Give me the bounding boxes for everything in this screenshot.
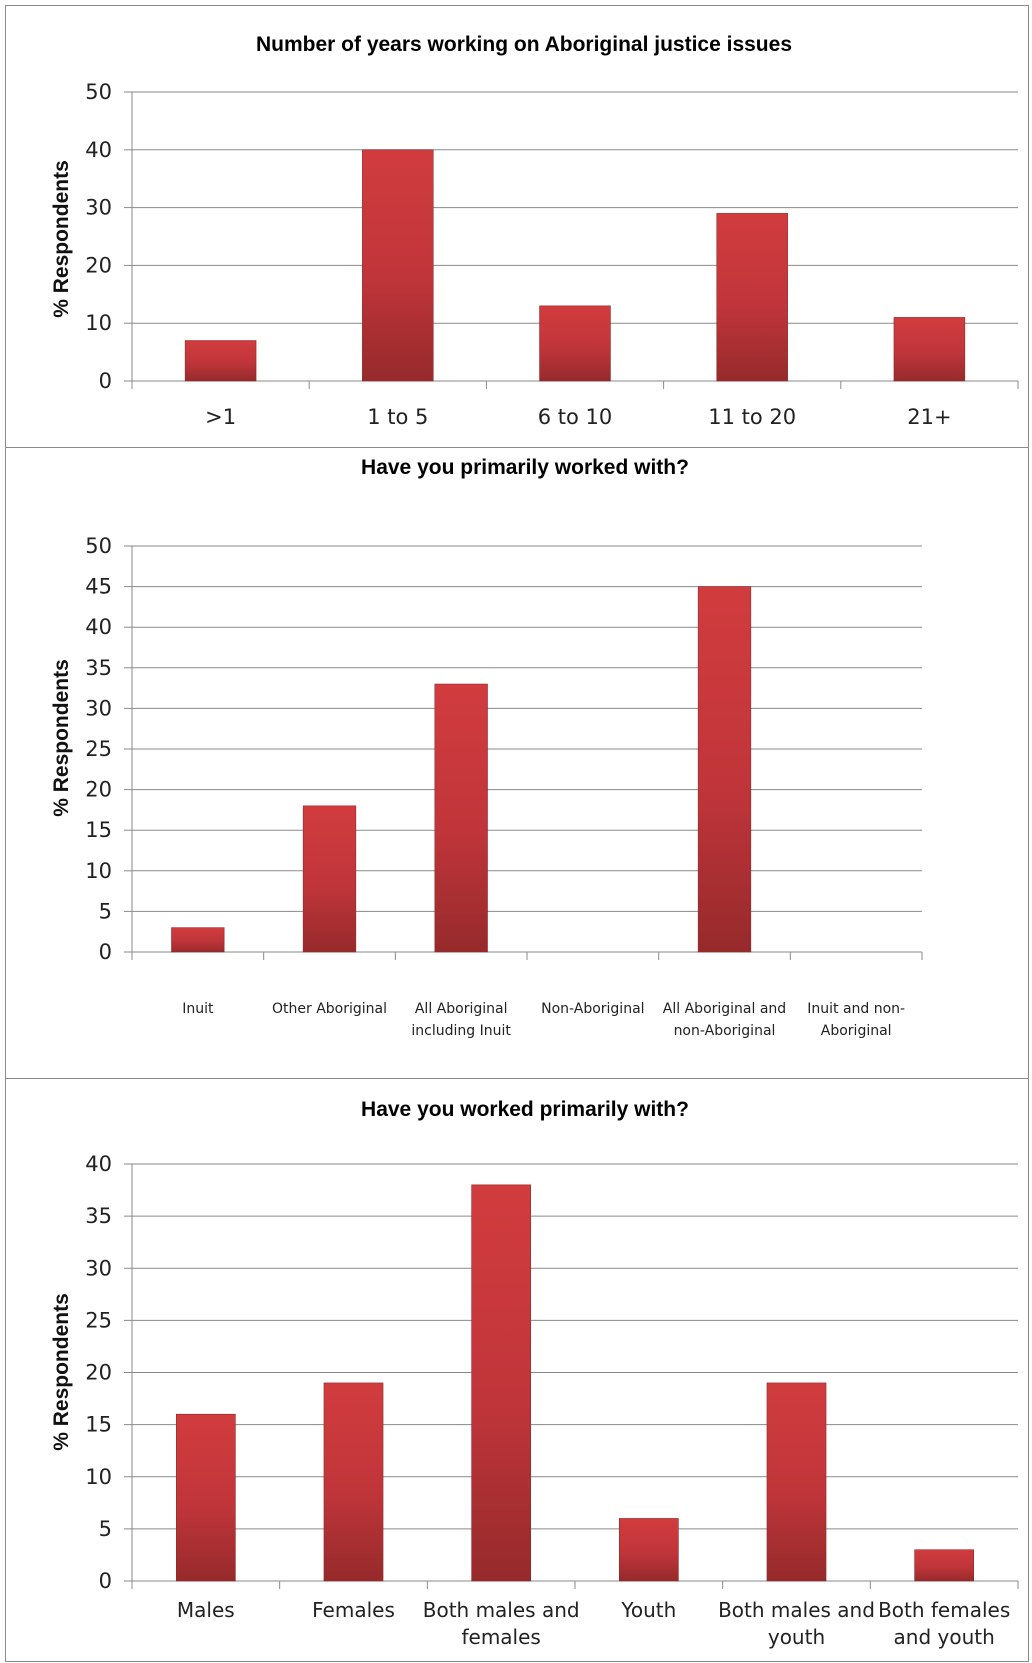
y-tick-label: 50 (85, 534, 112, 558)
x-tick-label: Both males and (718, 1598, 875, 1622)
chart-panel-gender: Have you worked primarily with? % Respon… (5, 1078, 1029, 1662)
y-axis-label: % Respondents (50, 160, 73, 318)
x-tick-label: Females (312, 1598, 395, 1622)
x-tick-label: 21+ (907, 405, 951, 429)
chart-title: Have you worked primarily with? (361, 1098, 689, 1121)
y-tick-label: 10 (85, 1465, 112, 1489)
bar (171, 927, 225, 953)
bar (893, 317, 966, 382)
x-tick-label: All Aboriginal (415, 1001, 508, 1017)
x-tick-label: non-Aboriginal (674, 1023, 776, 1039)
y-tick-label: 20 (85, 1361, 112, 1385)
x-tick-label: Non-Aboriginal (541, 1001, 644, 1017)
y-tick-label: 30 (85, 196, 112, 220)
y-tick-label: 25 (85, 1308, 112, 1332)
x-tick-label: including Inuit (411, 1023, 511, 1039)
y-tick-label: 40 (85, 138, 112, 162)
bar (471, 1184, 531, 1582)
x-tick-label: youth (768, 1625, 825, 1649)
y-tick-label: 0 (99, 369, 112, 393)
x-tick-label: All Aboriginal and (663, 1001, 786, 1017)
bar (176, 1413, 236, 1582)
x-tick-label: Aboriginal (821, 1023, 892, 1039)
y-axis-label: % Respondents (50, 659, 73, 817)
y-tick-label: 15 (85, 818, 112, 842)
y-axis-label: % Respondents (50, 1293, 73, 1451)
bar (434, 683, 488, 953)
bar (716, 213, 788, 382)
x-tick-label: Both males and (423, 1598, 580, 1622)
x-tick-label: 1 to 5 (367, 405, 428, 429)
y-tick-label: 0 (99, 1569, 112, 1593)
y-tick-label: 50 (85, 80, 112, 104)
chart-title: Number of years working on Aboriginal ju… (256, 33, 792, 56)
y-tick-label: 25 (85, 737, 112, 761)
bar (697, 586, 752, 953)
x-tick-label: 6 to 10 (538, 405, 613, 429)
bar (184, 340, 257, 382)
chart-panel-population: Have you primarily worked with? % Respon… (5, 447, 1029, 1079)
bar (323, 1382, 384, 1582)
x-tick-label: Other Aboriginal (272, 1001, 387, 1017)
chart-primarily-worked-with: Have you primarily worked with? % Respon… (50, 456, 923, 1039)
x-tick-label: 11 to 20 (708, 405, 796, 429)
chart-panel-years: Number of years working on Aboriginal ju… (5, 5, 1029, 448)
chart-title: Have you primarily worked with? (361, 456, 689, 479)
x-tick-label: and youth (894, 1625, 995, 1649)
x-tick-label: >1 (205, 405, 236, 429)
y-tick-label: 10 (85, 859, 112, 883)
y-tick-label: 20 (85, 253, 112, 277)
y-tick-label: 0 (99, 940, 112, 964)
bar (914, 1549, 975, 1582)
y-tick-label: 15 (85, 1413, 112, 1437)
bar (539, 305, 611, 382)
y-tick-label: 5 (99, 899, 112, 923)
y-tick-label: 20 (85, 778, 112, 802)
bar (618, 1518, 679, 1582)
y-tick-label: 5 (99, 1517, 112, 1541)
y-tick-label: 40 (85, 1152, 112, 1176)
y-tick-label: 45 (85, 575, 112, 599)
y-tick-label: 35 (85, 656, 112, 680)
bar (766, 1382, 827, 1582)
bar (362, 149, 434, 382)
x-tick-label: Inuit and non- (807, 1001, 905, 1017)
y-tick-label: 30 (85, 696, 112, 720)
y-tick-label: 30 (85, 1256, 112, 1280)
chart-worked-primarily-with: Have you worked primarily with? % Respon… (50, 1098, 1019, 1649)
x-tick-label: Males (177, 1598, 235, 1622)
y-tick-label: 35 (85, 1204, 112, 1228)
x-tick-label: Inuit (182, 1001, 214, 1017)
x-tick-label: females (461, 1625, 540, 1649)
chart-years-worked: Number of years working on Aboriginal ju… (50, 33, 1019, 429)
bar (302, 805, 357, 953)
x-tick-label: Both females (878, 1598, 1010, 1622)
x-tick-label: Youth (620, 1598, 676, 1622)
y-tick-label: 10 (85, 311, 112, 335)
y-tick-label: 40 (85, 615, 112, 639)
